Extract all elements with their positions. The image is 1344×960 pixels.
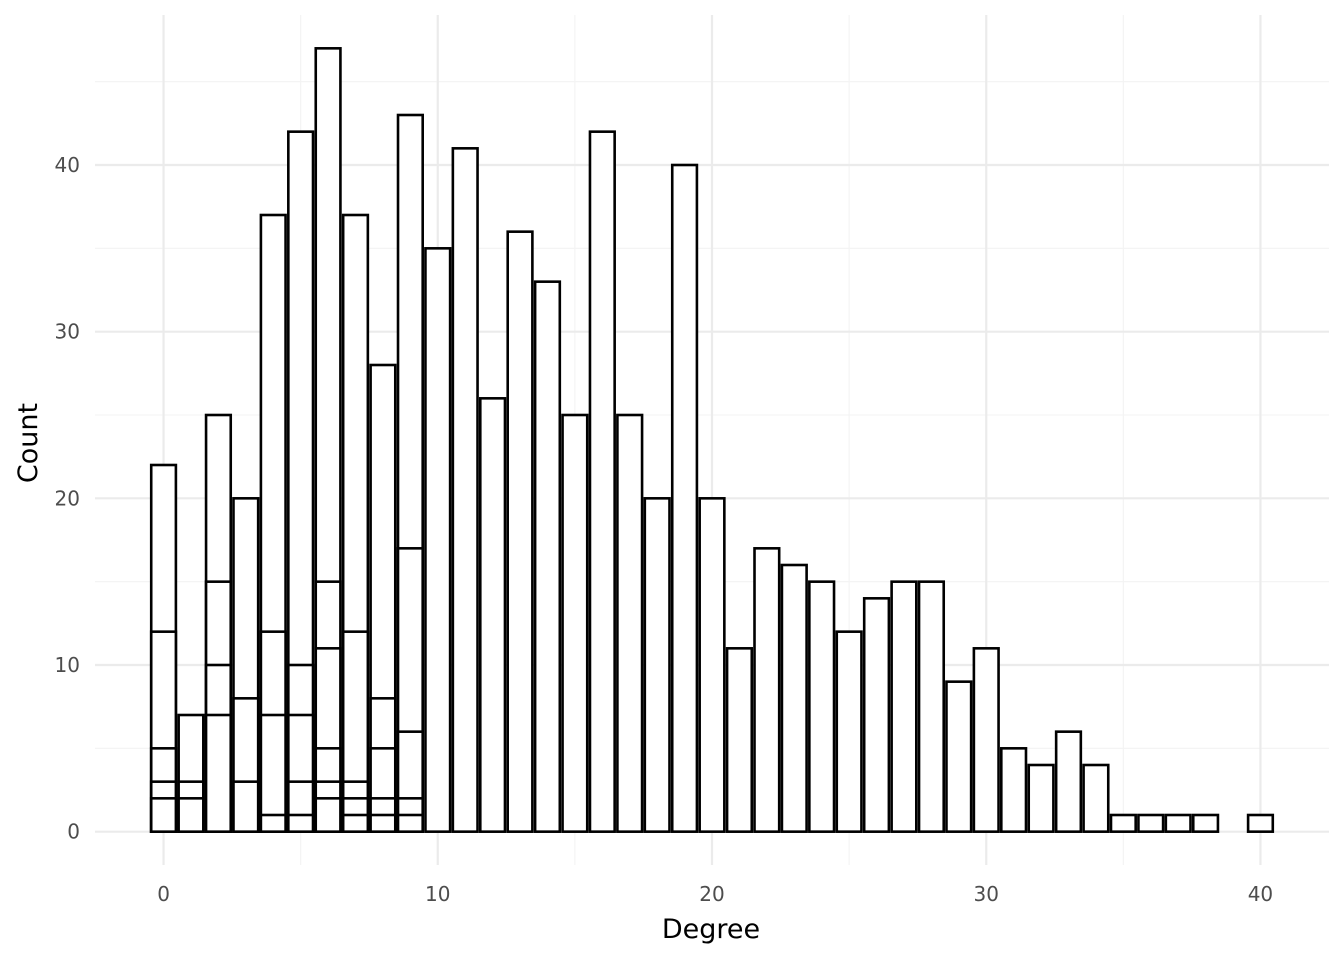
bar-degree-16 — [588, 130, 616, 833]
y-axis-tick-labels: 0 10 20 30 40 — [55, 153, 80, 844]
bar-degree-21 — [725, 647, 754, 833]
bar-segment — [369, 813, 397, 833]
bar-segment — [232, 780, 260, 833]
bar-degree-9 — [396, 113, 424, 833]
bar-degree-4 — [259, 213, 287, 833]
bar-degree-26 — [862, 597, 891, 833]
bar-degree-33 — [1054, 730, 1083, 833]
bar-segment — [341, 813, 370, 833]
bar-segment — [1137, 813, 1165, 833]
bar-degree-34 — [1082, 763, 1110, 833]
bar-segment — [972, 647, 1000, 833]
bar-segment — [643, 497, 671, 833]
x-axis-tick-labels: 0 10 20 30 40 — [157, 882, 1273, 906]
bar-segment — [177, 797, 205, 833]
bar-degree-27 — [890, 580, 918, 833]
bar-degree-22 — [753, 547, 781, 833]
bar-segment — [588, 130, 616, 833]
bar-segment — [1027, 763, 1055, 833]
bar-degree-37 — [1164, 813, 1192, 833]
x-tick-label: 20 — [699, 882, 724, 906]
bar-segment — [396, 813, 424, 833]
bar-segment — [259, 713, 287, 833]
bar-segment — [835, 630, 863, 833]
bar-segment — [1164, 813, 1192, 833]
bar-degree-28 — [917, 580, 946, 833]
bar-degree-7 — [341, 213, 370, 833]
y-tick-label: 10 — [55, 653, 80, 677]
bar-segment — [1246, 813, 1275, 833]
bar-degree-2 — [204, 413, 233, 833]
bar-segment — [780, 563, 808, 833]
bar-degree-14 — [533, 280, 562, 833]
bar-degree-23 — [780, 563, 808, 833]
bar-segment — [1191, 813, 1220, 833]
bar-segment — [1054, 730, 1083, 833]
bar-segment — [149, 797, 178, 833]
bar-segment — [698, 497, 726, 833]
bar-segment — [890, 580, 918, 833]
bar-degree-29 — [945, 680, 973, 833]
bar-segment — [314, 797, 342, 833]
bar-degree-30 — [972, 647, 1000, 833]
histogram-bars — [149, 47, 1275, 833]
bar-segment — [945, 680, 973, 833]
y-tick-label: 30 — [55, 320, 80, 344]
bar-degree-11 — [451, 147, 479, 833]
bar-segment — [287, 813, 315, 833]
bar-degree-17 — [616, 413, 644, 833]
bar-degree-12 — [478, 397, 507, 833]
bar-segment — [506, 230, 534, 833]
y-tick-label: 40 — [55, 153, 80, 177]
bar-degree-35 — [1109, 813, 1137, 833]
bar-degree-25 — [835, 630, 863, 833]
bar-degree-0 — [149, 463, 178, 833]
bar-segment — [1109, 813, 1137, 833]
bar-degree-8 — [369, 363, 397, 833]
bar-degree-31 — [1000, 747, 1028, 833]
bar-degree-20 — [698, 497, 726, 833]
bar-degree-15 — [561, 413, 589, 833]
bar-degree-36 — [1137, 813, 1165, 833]
bar-degree-38 — [1191, 813, 1220, 833]
x-tick-label: 10 — [425, 882, 450, 906]
bar-degree-3 — [232, 497, 260, 833]
bar-degree-10 — [424, 247, 452, 833]
bar-segment — [808, 580, 836, 833]
x-tick-label: 0 — [157, 882, 170, 906]
x-tick-label: 30 — [973, 882, 998, 906]
bar-degree-24 — [808, 580, 836, 833]
bar-degree-1 — [177, 713, 205, 833]
y-tick-label: 20 — [55, 486, 80, 510]
bar-segment — [725, 647, 754, 833]
bar-segment — [1000, 747, 1028, 833]
bar-degree-13 — [506, 230, 534, 833]
bar-segment — [478, 397, 507, 833]
bar-segment — [259, 813, 287, 833]
bar-segment — [862, 597, 891, 833]
bar-degree-40 — [1246, 813, 1275, 833]
x-tick-label: 40 — [1248, 882, 1273, 906]
bar-degree-6 — [314, 47, 342, 833]
bar-segment — [424, 247, 452, 833]
bar-degree-19 — [670, 163, 699, 833]
bar-degree-5 — [287, 130, 315, 833]
bar-degree-18 — [643, 497, 671, 833]
y-axis-title: Count — [13, 403, 44, 483]
bar-segment — [451, 147, 479, 833]
bar-segment — [1082, 763, 1110, 833]
bar-segment — [533, 280, 562, 833]
x-axis-title: Degree — [662, 914, 760, 945]
y-tick-label: 0 — [67, 820, 80, 844]
bar-segment — [753, 547, 781, 833]
bar-segment — [204, 713, 233, 833]
bar-segment — [561, 413, 589, 833]
bar-segment — [670, 163, 699, 833]
bar-segment — [917, 580, 946, 833]
bar-degree-32 — [1027, 763, 1055, 833]
bar-segment — [616, 413, 644, 833]
